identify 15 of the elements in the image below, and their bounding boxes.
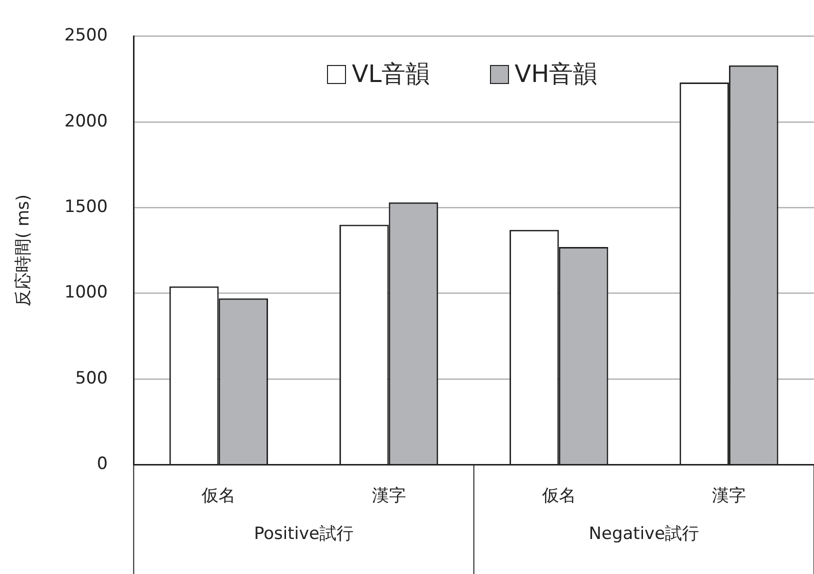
text: VL音韻 [352,59,430,90]
x-tick-label: 漢字 [372,486,406,506]
y-axis-title: 反応時間( ms) [14,194,34,306]
y-tick-label: 1000 [64,282,108,303]
y-tick-label: 0 [96,454,108,474]
text: Negative試行 [588,524,700,544]
x-tick-label: 漢字 [712,486,746,506]
y-tick-label: 2000 [64,111,108,132]
y-tick-label: 1500 [64,196,108,217]
x-tick-label: 仮名 [200,486,236,506]
y-tick-label: 2500 [64,26,108,46]
y-tick-label: 500 [75,368,108,388]
x-tick-label: 仮名 [540,486,576,506]
legend-label: VH音韻 [514,59,598,90]
text: Positive試行 [254,524,354,544]
